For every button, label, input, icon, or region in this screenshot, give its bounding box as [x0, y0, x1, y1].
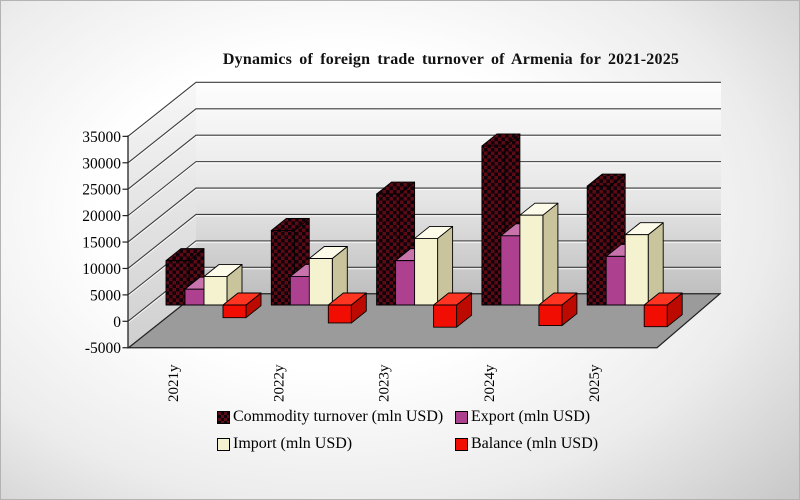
gridline-highlight: [127, 136, 721, 191]
bar-front-face: [222, 304, 247, 319]
legend-item-commodity-turnover: Commodity turnover (mln USD): [217, 405, 455, 429]
bar-front-face: [519, 214, 544, 306]
y-axis-label: -5000: [85, 340, 121, 357]
bar-2023y-balance: [433, 292, 473, 328]
y-axis-label: 10000: [82, 261, 121, 278]
gridline-highlight: [127, 109, 721, 165]
legend-swatch-commodity-turnover-icon: [217, 410, 230, 424]
gridline: [127, 134, 721, 190]
legend-label-import: Import (mln USD): [233, 435, 353, 452]
y-axis-label: 15000: [82, 235, 121, 252]
bar-2025y-balance: [643, 292, 683, 328]
legend-swatch-balance-icon: [455, 437, 468, 451]
legend-label-commodity-turnover: Commodity turnover (mln USD): [233, 408, 444, 425]
x-axis-label: 2022y: [271, 364, 287, 402]
legend-item-export: Export (mln USD): [455, 405, 598, 429]
bar-front-face: [624, 234, 649, 306]
bar-front-face: [327, 304, 352, 324]
bar-2021y-balance: [222, 292, 262, 319]
bar-front-face: [203, 276, 228, 306]
bar-front-face: [643, 304, 668, 328]
y-axis-label: 35000: [82, 129, 121, 146]
x-axis-label: 2023y: [377, 364, 393, 402]
bar-front-face: [414, 237, 439, 306]
gridline: [127, 161, 721, 217]
bar-2025y-import: [624, 222, 664, 306]
gridline: [127, 108, 721, 164]
bar-front-face: [538, 304, 563, 327]
bar-2023y-import: [414, 225, 454, 306]
legend-item-import: Import (mln USD): [217, 432, 455, 456]
gridline: [127, 81, 721, 137]
y-axis-label: 5000: [90, 287, 121, 304]
y-axis-label: 0: [113, 314, 121, 331]
bar-front-face: [433, 304, 458, 328]
x-axis-label: 2021y: [166, 364, 182, 402]
y-axis-label: 20000: [82, 208, 121, 225]
bar-2022y-balance: [327, 292, 367, 324]
bar-side-face: [542, 202, 559, 306]
bar-2024y-balance: [538, 292, 578, 327]
legend-swatch-export-icon: [455, 410, 468, 424]
x-axis-label: 2024y: [482, 364, 498, 402]
gridline: [127, 187, 721, 243]
bar-front-face: [308, 258, 333, 306]
y-axis-label: 25000: [82, 182, 121, 199]
chart-legend: Commodity turnover (mln USD) Export (mln…: [217, 405, 598, 456]
legend-label-export: Export (mln USD): [471, 408, 591, 425]
x-axis-label: 2025y: [587, 364, 603, 402]
gridline-highlight: [127, 188, 721, 244]
legend-label-balance: Balance (mln USD): [471, 435, 599, 452]
chart-title: Dynamics of foreign trade turnover of Ar…: [222, 51, 680, 68]
y-axis-label: 30000: [82, 155, 121, 172]
legend-swatch-import-icon: [217, 437, 230, 451]
bar-2024y-import: [519, 202, 559, 306]
gridline-highlight: [127, 83, 721, 139]
gridline-highlight: [127, 162, 721, 218]
legend-item-balance: Balance (mln USD): [455, 432, 598, 456]
bar-2022y-import: [308, 246, 348, 306]
